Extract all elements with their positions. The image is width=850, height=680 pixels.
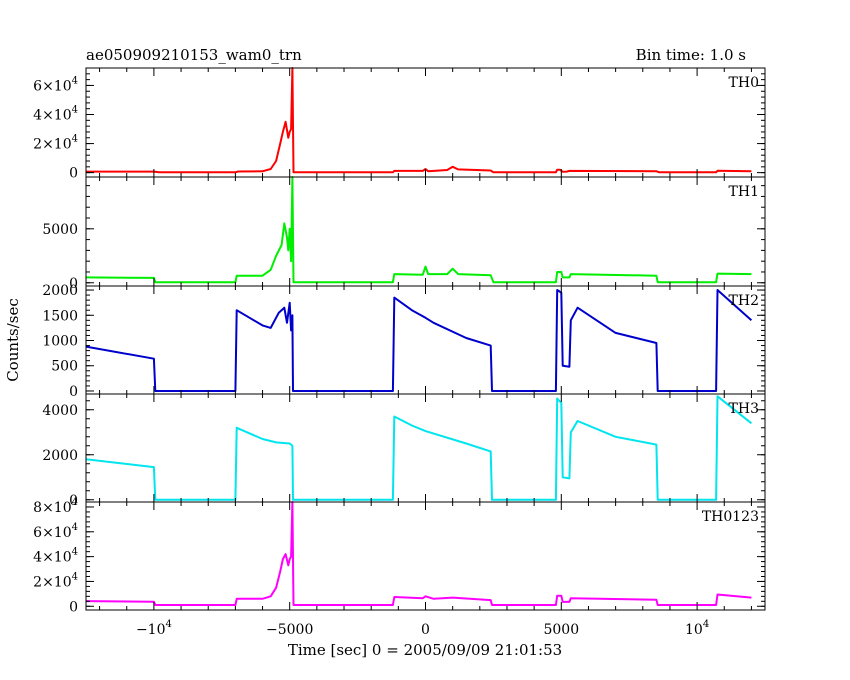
panel-label: TH3	[729, 401, 759, 417]
y-axis-label: Counts/sec	[4, 298, 22, 382]
panel-frame	[85, 393, 766, 503]
panel-th1: 0 5000 TH1	[42, 176, 766, 292]
y-tick-label: 0	[69, 384, 78, 400]
y-tick-label: 0	[69, 276, 78, 292]
x-tick-label: 104	[685, 619, 709, 638]
y-tick-label: 4×104	[33, 547, 78, 566]
y-tick-label: 8×104	[33, 497, 78, 516]
panel-label: TH1	[729, 184, 759, 200]
panel-label: TH0123	[702, 509, 759, 525]
series-line-th0123	[85, 501, 752, 606]
y-tick-label: 1000	[42, 334, 78, 350]
y-tick-label: 4000	[42, 403, 78, 419]
x-tick-label: −5000	[266, 622, 313, 638]
x-tick-label: −104	[136, 619, 172, 638]
panel-th2: 0 500 1000 1500 2000 TH2	[42, 283, 766, 400]
y-tick-label: 0	[69, 599, 78, 615]
y-tick-label: 0	[69, 166, 78, 182]
series-line-th1	[85, 176, 752, 284]
series-line-th0	[86, 67, 752, 174]
panel-th0: 0 2×104 4×104 6×104 TH0	[33, 67, 766, 182]
y-tick-label: 2×104	[33, 571, 78, 590]
y-tick-label: 6×104	[33, 75, 78, 94]
y-tick-label: 2000	[42, 283, 78, 299]
panel-frame	[85, 67, 766, 178]
chart-title: ae050909210153_wam0_trn	[86, 46, 302, 64]
x-tick-label: 5000	[543, 622, 579, 638]
y-tick-label: 500	[51, 359, 78, 375]
series-line-th3	[85, 395, 753, 501]
y-tick-label: 5000	[42, 222, 78, 238]
x-axis-label: Time [sec] 0 = 2005/09/09 21:01:53	[288, 641, 562, 659]
panel-label: TH0	[729, 75, 759, 91]
y-tick-label: 6×104	[33, 522, 78, 541]
x-tick-label: 0	[421, 622, 430, 638]
y-tick-label: 4×104	[33, 105, 78, 124]
y-tick-label: 2×104	[33, 134, 78, 153]
y-tick-label: 0	[69, 493, 78, 509]
panel-frame	[85, 501, 766, 611]
panel-label: TH2	[729, 293, 759, 309]
bin-time-label: Bin time: 1.0 s	[636, 46, 746, 64]
y-tick-label: 2000	[42, 448, 78, 464]
panel-th3: 0 2000 4000 TH3	[42, 393, 766, 509]
panel-th0123: 0 2×104 4×104 6×104 8×104 TH0123	[33, 497, 766, 615]
series-line-th2	[85, 289, 753, 392]
y-tick-label: 1500	[42, 308, 78, 324]
panel-frame	[85, 285, 766, 395]
